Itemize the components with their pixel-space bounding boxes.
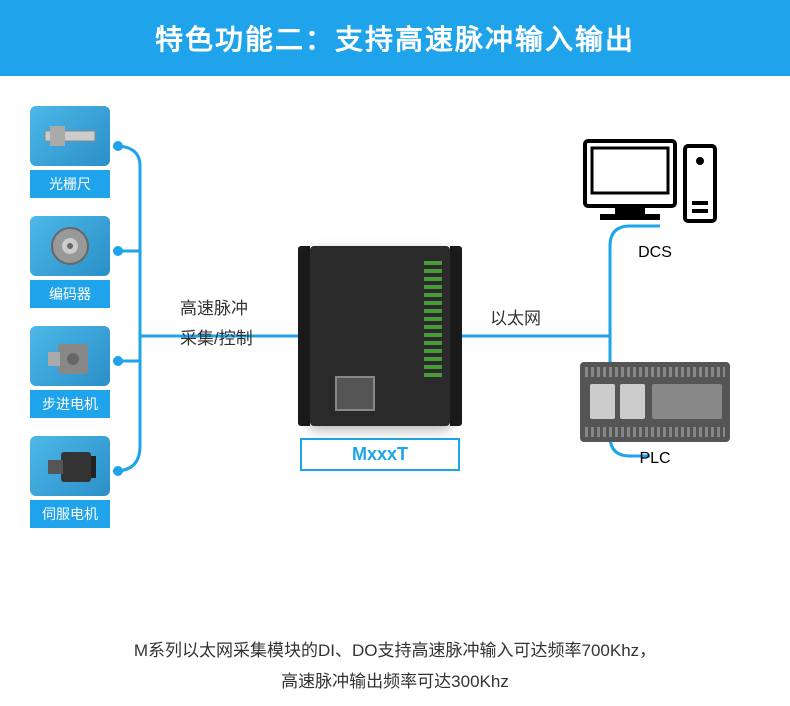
- left-connection-label-1: 高速脉冲: [180, 294, 248, 319]
- device-label: 光栅尺: [30, 170, 110, 198]
- servo-icon: [30, 436, 110, 496]
- device-stepper: 步进电机: [30, 326, 110, 418]
- footer-line-1: M系列以太网采集模块的DI、DO支持高速脉冲输入可达频率700Khz，: [40, 636, 750, 667]
- right-device-column: DCS PLC: [580, 136, 730, 468]
- dcs-label: DCS: [580, 244, 730, 262]
- device-label: 步进电机: [30, 390, 110, 418]
- module-body-icon: [310, 246, 450, 426]
- footer-description: M系列以太网采集模块的DI、DO支持高速脉冲输入可达频率700Khz， 高速脉冲…: [0, 636, 790, 697]
- encoder-icon: [30, 216, 110, 276]
- device-encoder: 编码器: [30, 216, 110, 308]
- stepper-icon: [30, 326, 110, 386]
- optical-scale-icon: [30, 106, 110, 166]
- left-device-column: 光栅尺 编码器 步进电机 伺服电机: [30, 106, 110, 546]
- header-title: 特色功能二：支持高速脉冲输入输出: [155, 24, 635, 55]
- center-module: MxxxT: [300, 246, 460, 471]
- device-servo: 伺服电机: [30, 436, 110, 528]
- plc-label: PLC: [580, 450, 730, 468]
- right-connection-label: 以太网: [490, 304, 541, 329]
- plc-icon: [580, 362, 730, 442]
- device-plc: PLC: [580, 362, 730, 468]
- device-optical-scale: 光栅尺: [30, 106, 110, 198]
- device-label: 编码器: [30, 280, 110, 308]
- left-connection-label-2: 采集/控制: [180, 324, 253, 349]
- device-label: 伺服电机: [30, 500, 110, 528]
- device-dcs: DCS: [580, 136, 730, 262]
- dcs-computer-icon: [580, 136, 720, 236]
- header-banner: 特色功能二：支持高速脉冲输入输出: [0, 0, 790, 76]
- diagram-area: 光栅尺 编码器 步进电机 伺服电机 高速脉冲 采集/控制 以太网 Mxx: [0, 76, 790, 636]
- module-product-label: MxxxT: [300, 438, 460, 471]
- footer-line-2: 高速脉冲输出频率可达300Khz: [40, 667, 750, 698]
